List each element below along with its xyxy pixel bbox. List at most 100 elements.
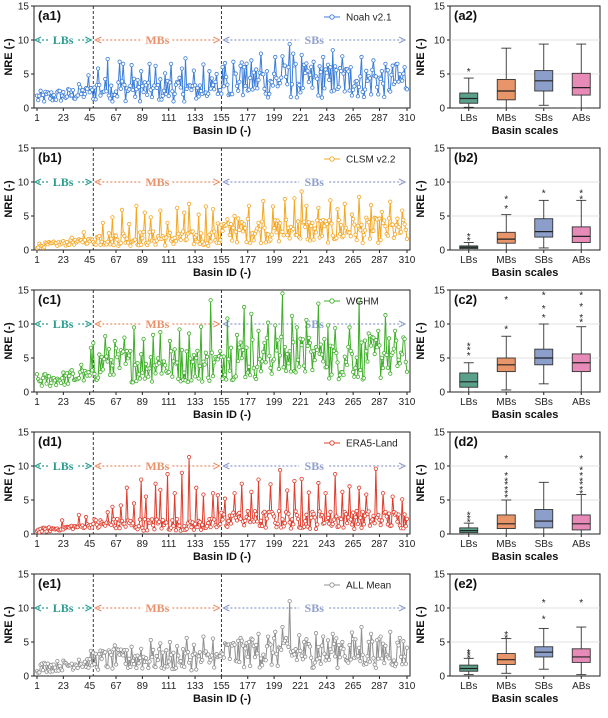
x-tick-label: 177 — [239, 397, 256, 408]
data-point — [178, 237, 183, 242]
data-point — [60, 518, 65, 523]
data-point — [277, 81, 283, 86]
data-point — [289, 82, 295, 87]
data-point — [109, 236, 114, 241]
data-point — [291, 522, 296, 527]
data-point — [172, 91, 177, 96]
data-point — [312, 358, 317, 363]
data-point — [306, 79, 311, 85]
data-point — [331, 641, 337, 646]
data-point — [378, 634, 383, 639]
x-tick-label: 265 — [345, 113, 362, 124]
y-axis-label: NRE (-) — [3, 464, 15, 502]
data-point — [67, 373, 72, 379]
data-point — [353, 515, 358, 520]
x-tick-label: 23 — [58, 681, 70, 692]
data-point — [306, 490, 311, 495]
data-point — [145, 528, 150, 533]
data-point — [340, 489, 345, 494]
data-point — [313, 526, 319, 531]
x-axis-label: Basin scales — [492, 693, 559, 705]
x-tick-label: 111 — [161, 255, 177, 266]
arrow-head-left — [93, 36, 102, 44]
box-outlier: * — [504, 295, 508, 306]
arrow-head-left — [93, 462, 102, 470]
data-point — [307, 526, 313, 531]
data-point — [269, 371, 274, 376]
data-point — [97, 233, 102, 239]
box-outlier: * — [579, 598, 583, 609]
data-point — [118, 240, 123, 246]
data-point — [131, 325, 137, 330]
data-point — [310, 367, 315, 373]
data-point — [151, 523, 156, 528]
data-point — [97, 82, 102, 87]
data-point — [86, 665, 91, 670]
data-point — [105, 510, 110, 515]
data-point — [361, 522, 366, 527]
x-tick-label: 111 — [161, 113, 177, 124]
data-point — [192, 374, 198, 379]
data-point — [341, 525, 346, 530]
box-category-label: MBs — [496, 255, 516, 266]
box-iqr — [496, 653, 516, 665]
data-point — [227, 232, 232, 238]
data-point — [182, 99, 187, 104]
data-point — [362, 87, 368, 92]
data-point — [212, 87, 217, 92]
data-point — [397, 635, 402, 641]
data-point — [194, 485, 199, 490]
data-point — [355, 521, 361, 527]
data-point — [95, 667, 101, 672]
x-tick-label: 177 — [239, 681, 256, 692]
data-point — [201, 62, 206, 67]
data-point — [157, 361, 162, 366]
data-point — [228, 521, 234, 526]
data-point — [280, 291, 285, 296]
box-category-label: LBs — [460, 681, 477, 692]
y-tick-label: 15 — [18, 2, 30, 13]
data-point — [294, 657, 299, 663]
data-point — [170, 374, 175, 379]
data-point — [329, 221, 334, 226]
data-point — [288, 94, 293, 100]
box-iqr — [534, 348, 554, 366]
data-point — [277, 221, 283, 226]
data-point — [354, 508, 359, 514]
data-point — [122, 234, 127, 239]
x-tick-label: 23 — [58, 397, 70, 408]
data-point — [261, 198, 266, 204]
data-point — [179, 66, 184, 71]
data-point — [237, 345, 242, 350]
data-point — [89, 525, 95, 530]
x-tick-label: 45 — [84, 397, 96, 408]
x-tick-label: 89 — [137, 113, 149, 124]
box-outlier: * — [579, 485, 583, 496]
data-point — [364, 661, 369, 667]
data-point — [219, 91, 224, 96]
data-point — [88, 345, 93, 350]
data-point — [366, 509, 371, 514]
data-point — [394, 338, 399, 343]
data-point — [276, 366, 281, 372]
box-outlier: * — [579, 477, 583, 488]
data-point — [38, 88, 43, 93]
data-point — [261, 72, 266, 77]
data-point — [368, 343, 374, 348]
box-category-label: SBs — [535, 113, 553, 124]
box-category-label: ABs — [572, 397, 590, 408]
data-point — [143, 83, 149, 88]
data-point — [159, 526, 164, 531]
data-point — [280, 624, 285, 630]
x-tick-label: 177 — [239, 113, 256, 124]
data-point — [220, 228, 225, 233]
data-point — [184, 526, 189, 532]
data-point — [177, 523, 182, 528]
data-point — [299, 653, 304, 658]
data-point — [261, 652, 266, 657]
data-point — [164, 235, 169, 240]
data-point — [305, 68, 310, 73]
data-point — [236, 88, 241, 93]
